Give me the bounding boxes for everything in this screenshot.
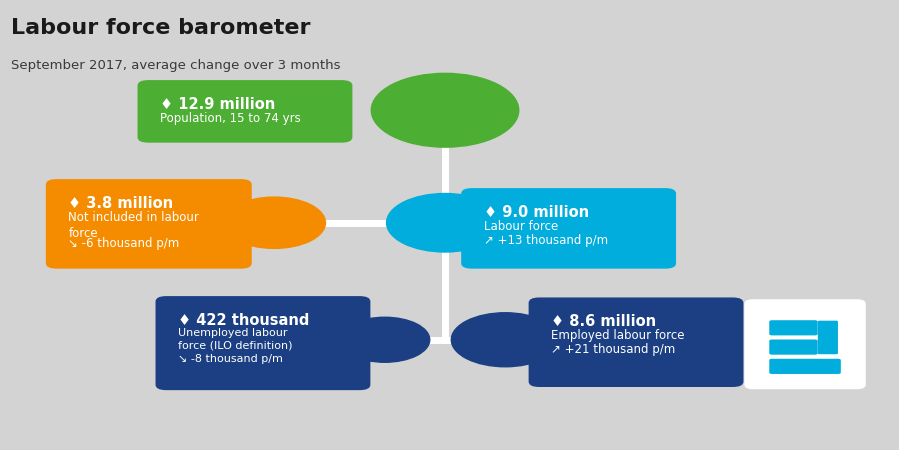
FancyBboxPatch shape bbox=[461, 188, 676, 269]
Circle shape bbox=[451, 313, 559, 367]
Text: ↘ -8 thousand p/m: ↘ -8 thousand p/m bbox=[178, 354, 283, 364]
Circle shape bbox=[371, 73, 519, 147]
Text: ↘ -6 thousand p/m: ↘ -6 thousand p/m bbox=[68, 237, 180, 250]
Text: Not included in labour
force: Not included in labour force bbox=[68, 211, 200, 240]
Text: ↗ +13 thousand p/m: ↗ +13 thousand p/m bbox=[484, 234, 608, 247]
Text: ♦ 8.6 million: ♦ 8.6 million bbox=[551, 314, 656, 329]
FancyBboxPatch shape bbox=[156, 296, 370, 390]
Text: ↗ +21 thousand p/m: ↗ +21 thousand p/m bbox=[551, 343, 675, 356]
FancyBboxPatch shape bbox=[744, 299, 866, 389]
Text: September 2017, average change over 3 months: September 2017, average change over 3 mo… bbox=[11, 58, 341, 72]
Text: Labour force barometer: Labour force barometer bbox=[11, 18, 310, 38]
Text: Labour force: Labour force bbox=[484, 220, 558, 233]
Text: ♦ 9.0 million: ♦ 9.0 million bbox=[484, 205, 589, 220]
FancyBboxPatch shape bbox=[770, 359, 841, 374]
Circle shape bbox=[340, 317, 430, 362]
Circle shape bbox=[387, 194, 503, 252]
Text: Employed labour force: Employed labour force bbox=[551, 329, 684, 342]
Text: ♦ 3.8 million: ♦ 3.8 million bbox=[68, 196, 174, 211]
FancyBboxPatch shape bbox=[46, 179, 252, 269]
FancyBboxPatch shape bbox=[770, 320, 818, 335]
Text: Unemployed labour
force (ILO definition): Unemployed labour force (ILO definition) bbox=[178, 328, 292, 351]
Text: ♦ 422 thousand: ♦ 422 thousand bbox=[178, 313, 309, 328]
Text: ♦ 12.9 million: ♦ 12.9 million bbox=[160, 97, 275, 112]
FancyBboxPatch shape bbox=[138, 80, 352, 143]
FancyBboxPatch shape bbox=[529, 297, 743, 387]
FancyBboxPatch shape bbox=[770, 339, 818, 355]
Text: Population, 15 to 74 yrs: Population, 15 to 74 yrs bbox=[160, 112, 301, 125]
Circle shape bbox=[223, 197, 325, 248]
FancyBboxPatch shape bbox=[818, 321, 838, 354]
